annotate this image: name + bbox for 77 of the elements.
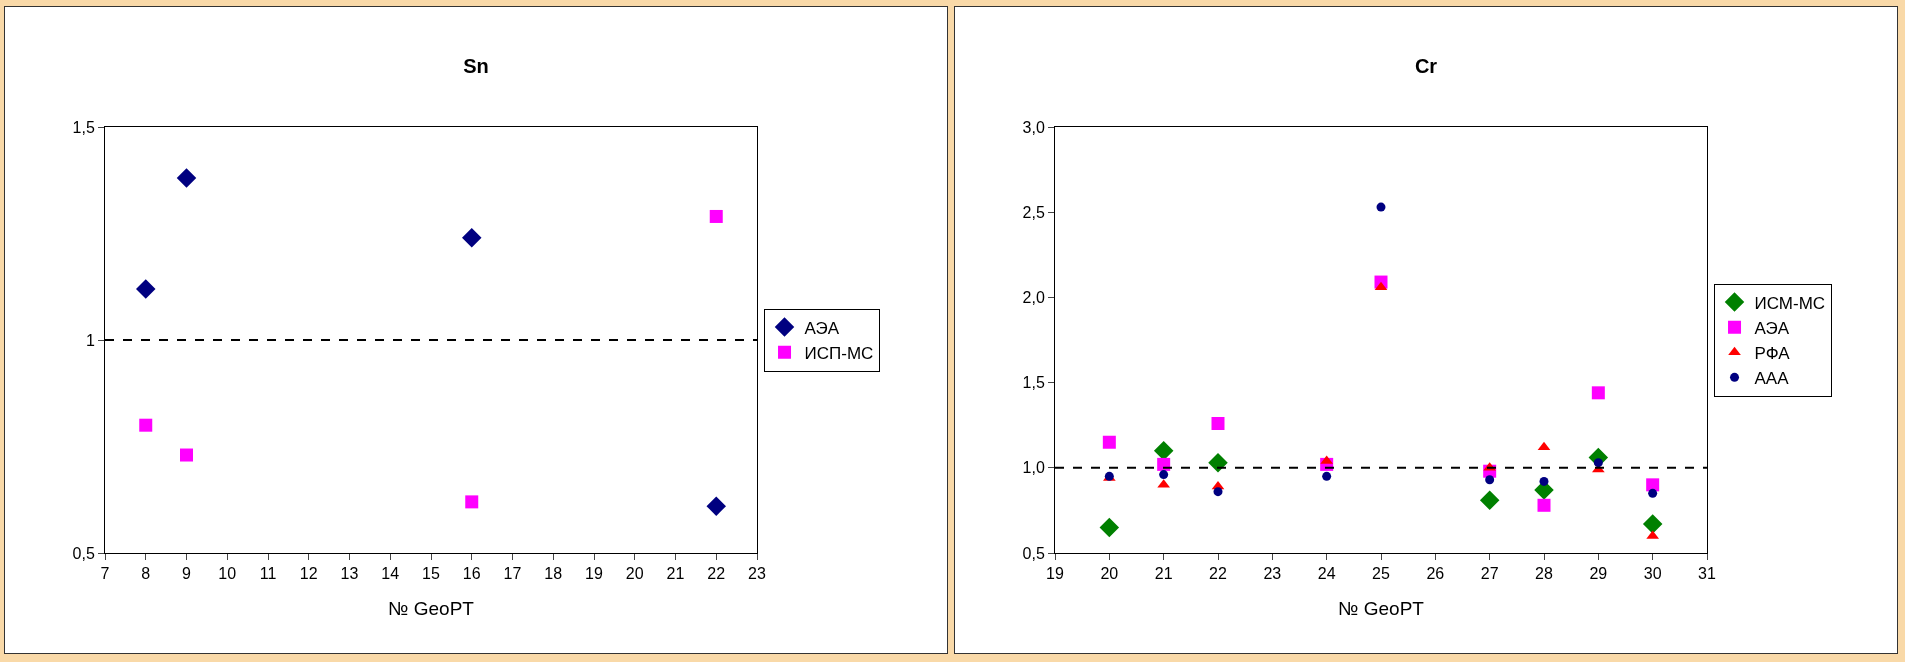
point xyxy=(1213,487,1223,497)
x-axis-title: № GeoPT xyxy=(388,598,475,619)
point xyxy=(139,418,153,432)
point xyxy=(176,168,197,188)
point xyxy=(1376,202,1386,212)
point xyxy=(465,495,479,509)
x-tick-label: 22 xyxy=(1209,565,1227,583)
point xyxy=(1102,435,1116,449)
point xyxy=(1537,441,1551,451)
point xyxy=(1537,498,1551,512)
point xyxy=(706,496,726,516)
point xyxy=(1211,417,1225,430)
x-tick-label: 15 xyxy=(422,565,440,583)
point xyxy=(1157,457,1171,471)
point xyxy=(1485,475,1495,485)
x-tick-label: 21 xyxy=(1154,565,1173,583)
x-tick-label: 13 xyxy=(340,565,359,583)
x-tick-label: 30 xyxy=(1643,565,1662,583)
y-tick-label: 2,0 xyxy=(1022,289,1045,306)
point xyxy=(136,279,156,299)
point xyxy=(180,448,193,462)
x-tick-label: 18 xyxy=(544,565,563,583)
chart-title: Cr xyxy=(1414,54,1438,77)
x-axis-title: № GeoPT xyxy=(1338,598,1425,619)
point xyxy=(1591,386,1605,400)
x-tick-label: 21 xyxy=(666,565,685,583)
x-tick-label: 14 xyxy=(381,565,400,583)
y-tick-label: 1,0 xyxy=(1022,459,1045,477)
point xyxy=(1159,470,1169,480)
x-tick-label: 23 xyxy=(1263,565,1282,583)
chart-title: Sn xyxy=(463,54,489,77)
point xyxy=(462,228,482,248)
x-tick-label: 19 xyxy=(1046,565,1064,583)
y-tick-label: 3,0 xyxy=(1022,118,1045,136)
point xyxy=(1208,452,1228,473)
point xyxy=(1479,490,1500,510)
y-tick-label: 1,5 xyxy=(1022,374,1045,392)
y-tick-label: 1 xyxy=(85,331,95,349)
y-tick-label: 0,5 xyxy=(1022,544,1045,562)
y-tick-label: 1,5 xyxy=(72,118,95,136)
point xyxy=(709,209,723,223)
y-tick-label: 0,5 xyxy=(72,544,95,562)
point xyxy=(1099,517,1120,538)
x-tick-label: 25 xyxy=(1372,565,1390,583)
legend-label: АЭА xyxy=(1754,318,1790,338)
y-tick-label: 2,5 xyxy=(1022,203,1045,221)
point xyxy=(1648,488,1658,498)
point xyxy=(1153,441,1174,461)
x-tick-label: 23 xyxy=(748,565,766,583)
x-tick-label: 16 xyxy=(462,565,481,583)
x-tick-label: 27 xyxy=(1480,565,1499,583)
x-tick-label: 17 xyxy=(503,565,522,583)
x-tick-label: 12 xyxy=(299,565,318,583)
x-tick-label: 22 xyxy=(707,565,726,583)
x-tick-label: 20 xyxy=(625,565,644,583)
x-tick-label: 11 xyxy=(259,565,277,583)
legend-label: РФА xyxy=(1754,343,1791,363)
legend-label: ИСМ-МС xyxy=(1754,293,1826,313)
point xyxy=(1593,458,1603,468)
point xyxy=(1646,478,1660,492)
x-tick-label: 24 xyxy=(1317,565,1336,583)
x-tick-label: 8 xyxy=(141,565,151,583)
legend-label: ИСП-МС xyxy=(804,343,874,363)
x-tick-label: 31 xyxy=(1698,565,1716,583)
x-tick-label: 7 xyxy=(100,565,110,583)
x-tick-label: 20 xyxy=(1100,565,1119,583)
x-tick-label: 19 xyxy=(585,565,603,583)
legend-label: АЭА xyxy=(804,318,840,338)
x-tick-label: 10 xyxy=(218,565,237,583)
legend-label: ААА xyxy=(1754,368,1790,388)
point xyxy=(1322,471,1332,481)
point xyxy=(1539,476,1549,486)
x-tick-label: 29 xyxy=(1589,565,1608,583)
x-tick-label: 26 xyxy=(1426,565,1445,583)
x-tick-label: 9 xyxy=(182,565,192,583)
point xyxy=(1642,514,1663,534)
x-tick-label: 28 xyxy=(1535,565,1553,583)
